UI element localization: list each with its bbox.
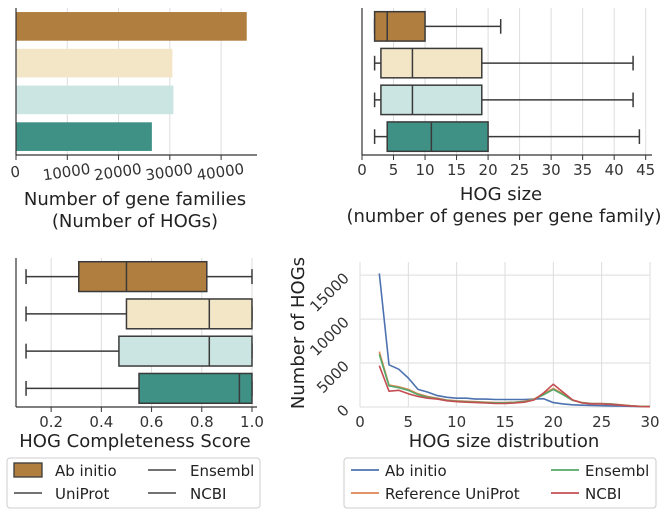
legend-right-ncbi-label: NCBI xyxy=(585,485,621,503)
p2-x-tick-label: 10 xyxy=(415,161,434,179)
completeness-xlabel: HOG Completeness Score xyxy=(19,431,251,452)
bar-chart-xlabel-line1: Number of gene families xyxy=(24,189,246,210)
bar-x-tick-label: 10000 xyxy=(42,160,92,184)
legend-left-ensembl-label: Ensembl xyxy=(190,462,254,480)
line-x-tick-label: 0 xyxy=(355,413,365,431)
legend-left-frame xyxy=(6,457,261,509)
legend-right: Ab initio Ensembl Reference UniProt NCBI xyxy=(343,457,657,509)
bar-x-tick-label: 20000 xyxy=(93,160,143,184)
hog-size-boxplot: 0 5 10 15 20 25 30 35 40 45 HOG size (number of g… xyxy=(346,8,662,227)
p2-x-tick-label: 15 xyxy=(447,161,466,179)
p3-box-uniprot-iqr xyxy=(125,298,253,330)
p3-x-tick-label: 0.4 xyxy=(89,413,113,431)
legend-right-reference-uniprot-label: Reference UniProt xyxy=(385,485,520,503)
legend-left-ab-initio-swatch xyxy=(13,462,43,478)
completeness-boxplot: 0.2 0.4 0.6 0.8 1.0 HOG Completeness Score xyxy=(15,258,264,452)
line-y-tick-label: 15000 xyxy=(306,269,352,315)
legend-left-uniprot-label: UniProt xyxy=(55,485,109,503)
p3-x-tick-label: 1.0 xyxy=(240,413,264,431)
p3-box-ncbi-iqr xyxy=(138,372,253,405)
line-x-tick-label: 25 xyxy=(592,413,611,431)
distribution-xlabel: HOG size distribution xyxy=(409,431,600,452)
p3-x-tick-label: 0.2 xyxy=(39,413,63,431)
bar-ensembl xyxy=(16,85,174,115)
p3-box-ab-initio-iqr xyxy=(78,260,208,293)
p2-box-ncbi-iqr xyxy=(386,121,489,153)
legend-left-ncbi-label: NCBI xyxy=(190,485,226,503)
p2-x-tick-label: 5 xyxy=(389,161,399,179)
line-y-tick-label: 0 xyxy=(333,401,352,420)
line-y-tick-label: 10000 xyxy=(306,313,352,359)
p2-box-ensembl-iqr xyxy=(380,84,483,116)
hog-size-xlabel-line1: HOG size xyxy=(460,184,542,205)
line-x-tick-label: 20 xyxy=(544,413,563,431)
line-x-tick-label: 15 xyxy=(495,413,514,431)
hog-size-xlabel-line2: (number of genes per gene family) xyxy=(346,206,661,227)
p2-x-tick-label: 45 xyxy=(636,161,655,179)
p2-box-ab-initio-iqr xyxy=(373,10,426,42)
p2-x-tick-label: 20 xyxy=(479,161,498,179)
legend-right-ensembl-label: Ensembl xyxy=(585,462,649,480)
bar-x-tick-label: 30000 xyxy=(144,160,194,184)
line-x-tick-label: 30 xyxy=(640,413,659,431)
distribution-ylabel: Number of HOGs xyxy=(288,257,309,409)
legend-left: Ab initio Ensembl UniProt NCBI xyxy=(6,457,261,509)
p2-x-tick-label: 25 xyxy=(510,161,529,179)
bar-chart-xlabel-line2: (Number of HOGs) xyxy=(52,211,218,232)
legend-right-ab-initio-label: Ab initio xyxy=(385,462,447,480)
gene-families-bar-chart: 0 10000 20000 30000 40000 Number of gene fam… xyxy=(9,8,257,232)
p2-x-tick-label: 35 xyxy=(573,161,592,179)
line-x-tick-label: 5 xyxy=(404,413,414,431)
line-x-tick-label: 10 xyxy=(447,413,466,431)
p2-x-tick-label: 0 xyxy=(357,161,367,179)
line-series-ncbi xyxy=(378,365,651,408)
legend-left-ab-initio-label: Ab initio xyxy=(55,462,117,480)
p3-x-tick-label: 0.8 xyxy=(190,413,214,431)
bar-ab-initio xyxy=(16,12,247,41)
p3-x-tick-label: 0.6 xyxy=(140,413,164,431)
line-series-reference-uniprot xyxy=(378,351,651,408)
bar-ncbi xyxy=(16,122,152,151)
bar-x-tick-label: 0 xyxy=(9,162,21,181)
p2-box-uniprot-iqr xyxy=(380,47,483,79)
p2-x-tick-label: 30 xyxy=(542,161,561,179)
p2-x-tick-label: 40 xyxy=(605,161,624,179)
bar-uniprot xyxy=(16,48,173,78)
line-series-ab-initio xyxy=(378,273,651,408)
line-y-tick-label: 5000 xyxy=(313,357,353,397)
p3-box-ensembl-iqr xyxy=(118,335,253,367)
bar-x-tick-label: 40000 xyxy=(196,160,246,184)
